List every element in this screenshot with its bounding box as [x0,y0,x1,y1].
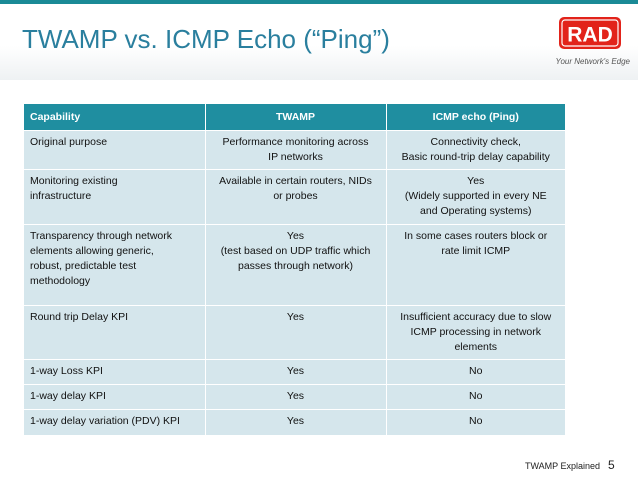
capability-cell: Original purpose [30,136,108,148]
capability-cell: 1-way delay variation (PDV) KPI [30,415,180,427]
twamp-cell: Available in certain routers, NIDs or pr… [219,175,372,202]
comparison-table: Capability TWAMP ICMP echo (Ping) Origin… [24,104,565,435]
table-row: Round trip Delay KPI Yes Insufficient ac… [24,305,565,360]
page-number: 5 [608,458,615,472]
twamp-cell: Yes [286,390,305,402]
table-row: Original purpose Performance monitoring … [24,130,565,170]
icmp-cell: No [469,415,483,427]
twamp-cell: Yes [286,415,305,427]
table-row: Monitoring existing infrastructure Avail… [24,169,565,225]
icmp-cell: No [469,390,483,402]
table-row: 1-way delay KPI Yes No [24,384,565,410]
capability-cell: Monitoring existing infrastructure [30,175,118,202]
table-row: 1-way Loss KPI Yes No [24,359,565,385]
logo-tagline: Your Network's Edge [555,57,630,66]
capability-cell: 1-way Loss KPI [30,365,103,377]
twamp-cell: Yes [286,311,305,323]
header-icmp: ICMP echo (Ping) [386,104,565,131]
header-band [0,4,638,80]
table-header-row: Capability TWAMP ICMP echo (Ping) [24,104,565,131]
header-capability: Capability [24,104,206,131]
capability-cell: Round trip Delay KPI [30,311,129,323]
footer-label: TWAMP Explained [524,461,600,471]
icmp-cell: Insufficient accuracy due to slow ICMP p… [400,311,552,353]
table-row: Transparency through network elements al… [24,224,565,306]
rad-logo: RAD [559,17,621,49]
top-accent-bar [0,0,638,4]
icmp-cell: No [469,365,483,377]
logo-text: RAD [567,24,613,47]
twamp-cell: Yes [286,365,305,377]
twamp-cell: Performance monitoring across IP network… [222,136,369,163]
slide-title: TWAMP vs. ICMP Echo (“Ping”) [22,24,390,54]
icmp-cell: Connectivity check, Basic round-trip del… [401,136,550,163]
icmp-cell: In some cases routers block or rate limi… [404,230,548,257]
capability-cell: 1-way delay KPI [30,390,106,402]
capability-cell: Transparency through network elements al… [30,230,173,287]
header-twamp: TWAMP [205,104,387,131]
icmp-cell: Yes (Widely supported in every NE and Op… [404,175,547,217]
twamp-cell: Yes (test based on UDP traffic which pas… [220,230,371,272]
table-row: 1-way delay variation (PDV) KPI Yes No [24,409,565,435]
